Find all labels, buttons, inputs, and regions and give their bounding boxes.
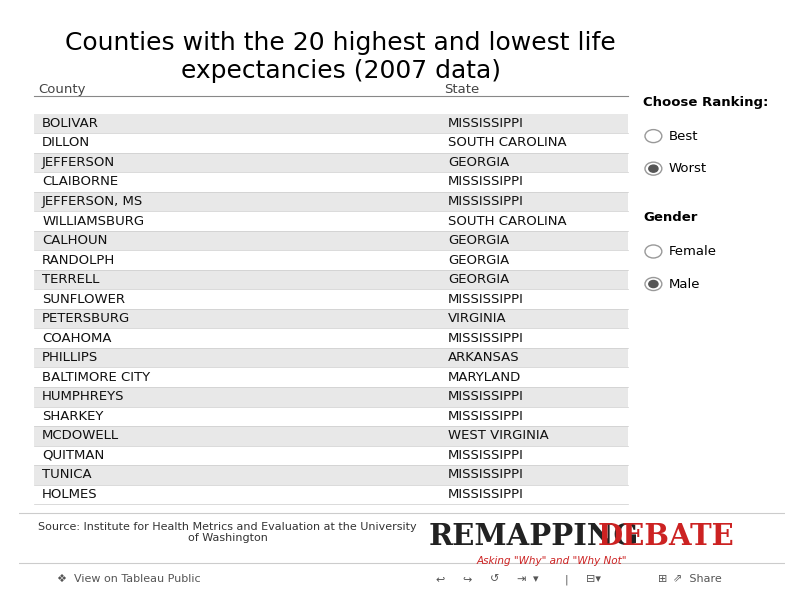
Text: ↺: ↺ — [490, 574, 498, 584]
Text: MISSISSIPPI: MISSISSIPPI — [448, 449, 524, 462]
Text: MARYLAND: MARYLAND — [448, 371, 522, 384]
Bar — [34, 113, 628, 133]
Bar — [34, 465, 628, 485]
Text: MISSISSIPPI: MISSISSIPPI — [448, 469, 524, 481]
Text: BOLIVAR: BOLIVAR — [42, 117, 99, 130]
Text: REMAPPING: REMAPPING — [429, 522, 639, 551]
Text: MISSISSIPPI: MISSISSIPPI — [448, 293, 524, 305]
Bar — [34, 367, 628, 387]
Bar — [34, 152, 628, 172]
Text: COAHOMA: COAHOMA — [42, 332, 112, 344]
Text: ❖  View on Tableau Public: ❖ View on Tableau Public — [58, 574, 201, 584]
Text: MISSISSIPPI: MISSISSIPPI — [448, 410, 524, 423]
Text: PETERSBURG: PETERSBURG — [42, 312, 130, 325]
Text: VIRGINIA: VIRGINIA — [448, 312, 506, 325]
Bar — [34, 289, 628, 309]
Text: |: | — [565, 574, 569, 584]
Text: ⊞: ⊞ — [658, 574, 667, 584]
Text: ⇥: ⇥ — [516, 574, 526, 584]
Bar — [34, 172, 628, 192]
Text: ⊟▾: ⊟▾ — [586, 574, 601, 584]
Bar — [34, 485, 628, 504]
Text: JEFFERSON, MS: JEFFERSON, MS — [42, 195, 143, 208]
Text: BALTIMORE CITY: BALTIMORE CITY — [42, 371, 150, 384]
Text: TERRELL: TERRELL — [42, 273, 99, 286]
Text: ↩: ↩ — [436, 574, 445, 584]
Text: SOUTH CAROLINA: SOUTH CAROLINA — [448, 136, 566, 149]
Bar — [34, 309, 628, 328]
Text: Best: Best — [669, 130, 698, 143]
Text: ↪: ↪ — [462, 574, 472, 584]
Text: SHARKEY: SHARKEY — [42, 410, 103, 423]
Text: Gender: Gender — [643, 211, 698, 224]
Text: GEORGIA: GEORGIA — [448, 156, 510, 169]
Text: State: State — [444, 83, 479, 96]
Text: RANDOLPH: RANDOLPH — [42, 254, 115, 266]
Text: MISSISSIPPI: MISSISSIPPI — [448, 332, 524, 344]
Text: Female: Female — [669, 245, 717, 258]
Text: QUITMAN: QUITMAN — [42, 449, 104, 462]
Circle shape — [649, 280, 658, 287]
Text: MISSISSIPPI: MISSISSIPPI — [448, 117, 524, 130]
Text: DILLON: DILLON — [42, 136, 90, 149]
Text: HUMPHREYS: HUMPHREYS — [42, 390, 125, 403]
Text: HOLMES: HOLMES — [42, 488, 98, 501]
Text: WEST VIRGINIA: WEST VIRGINIA — [448, 429, 549, 442]
Text: MISSISSIPPI: MISSISSIPPI — [448, 175, 524, 188]
Bar — [34, 426, 628, 446]
Bar — [34, 250, 628, 270]
Text: MCDOWELL: MCDOWELL — [42, 429, 119, 442]
Text: Asking "Why" and "Why Not": Asking "Why" and "Why Not" — [476, 556, 626, 566]
Text: TUNICA: TUNICA — [42, 469, 92, 481]
Text: DEBATE: DEBATE — [598, 522, 734, 551]
Bar — [34, 387, 628, 407]
Text: County: County — [38, 83, 86, 96]
Bar — [34, 270, 628, 289]
Bar — [34, 348, 628, 367]
Text: Counties with the 20 highest and lowest life
expectancies (2007 data): Counties with the 20 highest and lowest … — [66, 31, 616, 83]
Text: PHILLIPS: PHILLIPS — [42, 351, 98, 364]
Text: Source: Institute for Health Metrics and Evaluation at the University
of Washing: Source: Institute for Health Metrics and… — [38, 522, 417, 544]
Bar — [34, 446, 628, 465]
Text: CLAIBORNE: CLAIBORNE — [42, 175, 118, 188]
Bar — [34, 192, 628, 211]
Bar — [34, 133, 628, 152]
Text: GEORGIA: GEORGIA — [448, 234, 510, 247]
Text: Choose Ranking:: Choose Ranking: — [643, 96, 769, 109]
Bar — [34, 211, 628, 231]
Text: MISSISSIPPI: MISSISSIPPI — [448, 390, 524, 403]
Text: CALHOUN: CALHOUN — [42, 234, 107, 247]
Bar — [34, 328, 628, 348]
Bar — [34, 407, 628, 426]
Text: ARKANSAS: ARKANSAS — [448, 351, 520, 364]
Text: JEFFERSON: JEFFERSON — [42, 156, 115, 169]
Text: Worst: Worst — [669, 162, 707, 175]
Text: MISSISSIPPI: MISSISSIPPI — [448, 488, 524, 501]
Text: MISSISSIPPI: MISSISSIPPI — [448, 195, 524, 208]
Text: SOUTH CAROLINA: SOUTH CAROLINA — [448, 215, 566, 227]
Text: SUNFLOWER: SUNFLOWER — [42, 293, 125, 305]
Text: ⇗  Share: ⇗ Share — [673, 574, 722, 584]
Bar — [34, 231, 628, 250]
Text: GEORGIA: GEORGIA — [448, 273, 510, 286]
Text: ▾: ▾ — [534, 574, 539, 584]
Text: Male: Male — [669, 278, 700, 290]
Text: WILLIAMSBURG: WILLIAMSBURG — [42, 215, 144, 227]
Text: GEORGIA: GEORGIA — [448, 254, 510, 266]
Circle shape — [649, 165, 658, 172]
